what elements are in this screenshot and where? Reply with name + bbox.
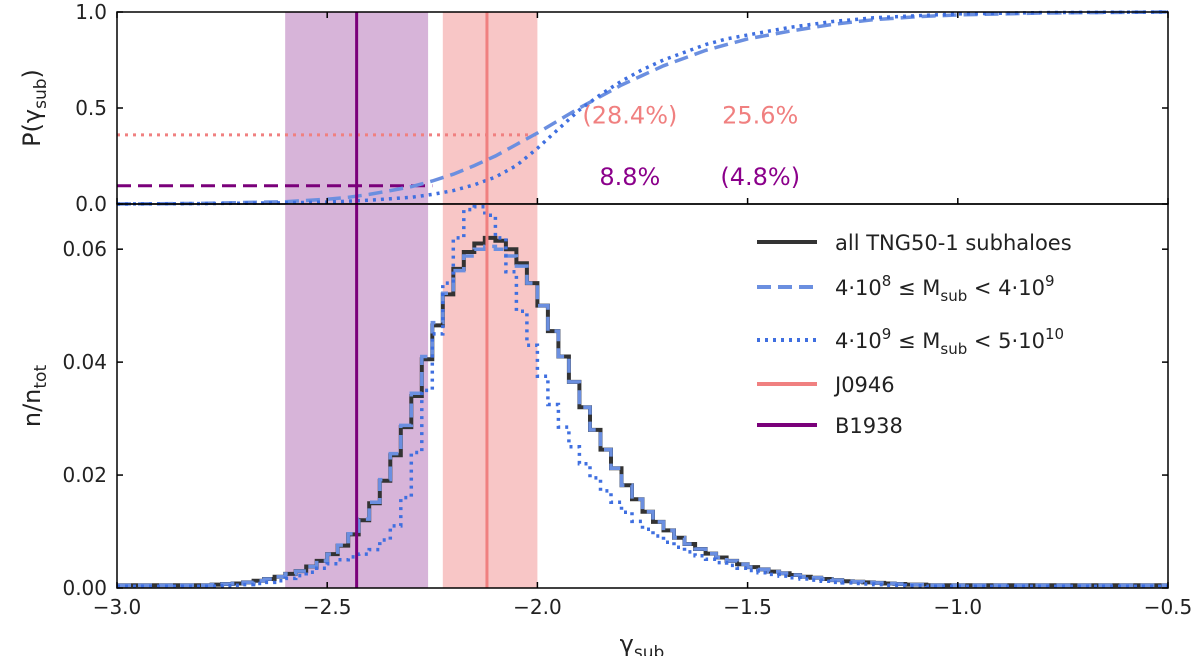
legend-low-mid: ≤ M (891, 276, 940, 300)
top-y-axis-label: P(γsub) (18, 69, 51, 147)
legend-label-b1938: B1938 (835, 414, 903, 438)
bottom-histogram-series (117, 205, 1168, 589)
top-cdf-series (116, 10, 1169, 206)
top-annotations: (28.4%) 25.6% 8.8% (4.8%) (582, 102, 800, 191)
top-y-tick-label: 0.0 (75, 192, 107, 216)
legend-label-j0946: J0946 (833, 373, 895, 397)
legend-high-sub: sub (940, 340, 967, 358)
legend-low-pre: 4·10 (835, 276, 882, 300)
bottom-vertical-lines (355, 204, 489, 588)
legend-low-exp2: 9 (1045, 272, 1055, 290)
legend-low-mid2: < 4·10 (967, 276, 1045, 300)
bottom-panel: −3.0 −2.5 −2.0 −1.5 −1.0 −0.5 0.00 0.02 0.04 0.06… (18, 203, 1192, 656)
legend-high-exp1: 9 (882, 325, 892, 343)
legend-label-all: all TNG50-1 subhaloes (835, 231, 1072, 255)
legend-high-exp2: 10 (1045, 325, 1064, 343)
j0946-band-top-bands (442, 12, 538, 204)
x-tick-label: −3.0 (93, 595, 142, 619)
top-y-tick-label: 0.5 (75, 96, 107, 120)
bottom-y-tick-label: 0.02 (62, 463, 107, 487)
annotation-a1: (28.4%) (582, 102, 677, 130)
legend-label-low: 4·108 ≤ Msub < 4·109 (835, 272, 1055, 305)
legend-low-sub: sub (940, 287, 967, 305)
x-tick-label: −1.0 (934, 595, 983, 619)
annotation-a4: (4.8%) (720, 163, 800, 191)
bottom-y-tick-label: 0.04 (62, 350, 107, 374)
bottom-y-tick-label: 0.00 (62, 576, 107, 600)
xlabel-sub: sub (634, 643, 664, 656)
bottom-ticks: −3.0 −2.5 −2.0 −1.5 −1.0 −0.5 0.00 0.02 0.04 0.06 (62, 237, 1192, 619)
top-ylabel-main: P(γ (18, 109, 46, 147)
top-panel: 0.0 0.5 1.0 (28.4%) 25.6% 8.8% (4.8%) P(γsub) (18, 0, 1169, 216)
legend-high-pre: 4·10 (835, 329, 882, 353)
annotation-a3: 8.8% (599, 163, 660, 191)
legend-high-mid: ≤ M (891, 329, 940, 353)
bottom-axes-frame (116, 203, 1169, 589)
top-y-tick-label: 1.0 (75, 0, 107, 24)
top-reference-lines (117, 133, 538, 188)
x-tick-label: −0.5 (1144, 595, 1193, 619)
bottom-y-tick-label: 0.06 (62, 237, 107, 261)
hist-low (117, 244, 1168, 587)
bottom-ylabel-main: n/n (18, 389, 46, 428)
bottom-ylabel-sub: tot (31, 365, 51, 389)
bottom-y-axis-label: n/ntot (18, 365, 51, 428)
top-ylabel-sub: sub (31, 78, 51, 108)
cdf-cdf_low (116, 10, 1169, 206)
legend-high-mid2: < 5·10 (967, 329, 1045, 353)
legend: all TNG50-1 subhaloes 4·108 ≤ Msub < 4·1… (757, 231, 1072, 438)
annotation-a2: 25.6% (722, 102, 798, 130)
hist-high (117, 205, 1168, 589)
top-vertical-lines (355, 12, 489, 204)
x-axis-label: γsub (620, 630, 665, 656)
xlabel-main: γ (620, 630, 634, 656)
x-tick-label: −2.0 (513, 595, 562, 619)
x-tick-label: −2.5 (303, 595, 352, 619)
cdf-cdf_high (116, 10, 1169, 206)
legend-label-high: 4·109 ≤ Msub < 5·1010 (835, 325, 1064, 358)
top-ylabel-close: ) (18, 69, 46, 78)
x-tick-label: −1.5 (723, 595, 772, 619)
legend-low-exp1: 8 (882, 272, 892, 290)
